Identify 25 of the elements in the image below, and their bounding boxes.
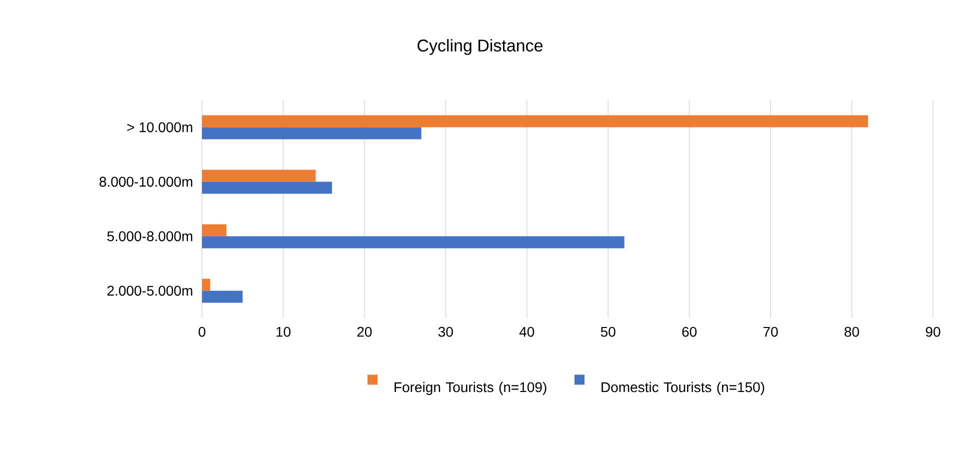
x-tick-label: 30: [438, 326, 453, 337]
x-tick-label: 0: [198, 326, 206, 337]
x-tick-label: 90: [926, 326, 940, 337]
chart-title: Cycling Distance: [418, 39, 543, 55]
bar: [202, 170, 316, 182]
x-tick-label: 80: [844, 326, 860, 337]
bar: [202, 115, 868, 128]
x-tick-label: 40: [519, 326, 534, 337]
x-tick-label: 10: [276, 326, 290, 337]
bar: [202, 182, 332, 194]
bar: [202, 127, 422, 140]
y-tick-label: > 10.000m: [127, 122, 192, 132]
y-tick-label: 2.000-5.000m: [107, 286, 192, 296]
x-tick-label: 20: [357, 326, 372, 337]
bar: [202, 290, 243, 303]
x-tick-label: 70: [763, 326, 778, 337]
y-tick-label: 5.000-8.000m: [107, 231, 192, 242]
x-tick-label: 60: [682, 326, 697, 337]
x-tick-label: 50: [600, 326, 616, 337]
legend-label: Domestic Tourists (n=150): [602, 382, 764, 395]
y-tick-label: 8.000-10.000m: [100, 176, 192, 187]
bar: [202, 236, 624, 248]
bar: [202, 224, 226, 236]
legend-label: Foreign Tourists (n=109): [394, 382, 546, 395]
bar: [202, 278, 210, 291]
